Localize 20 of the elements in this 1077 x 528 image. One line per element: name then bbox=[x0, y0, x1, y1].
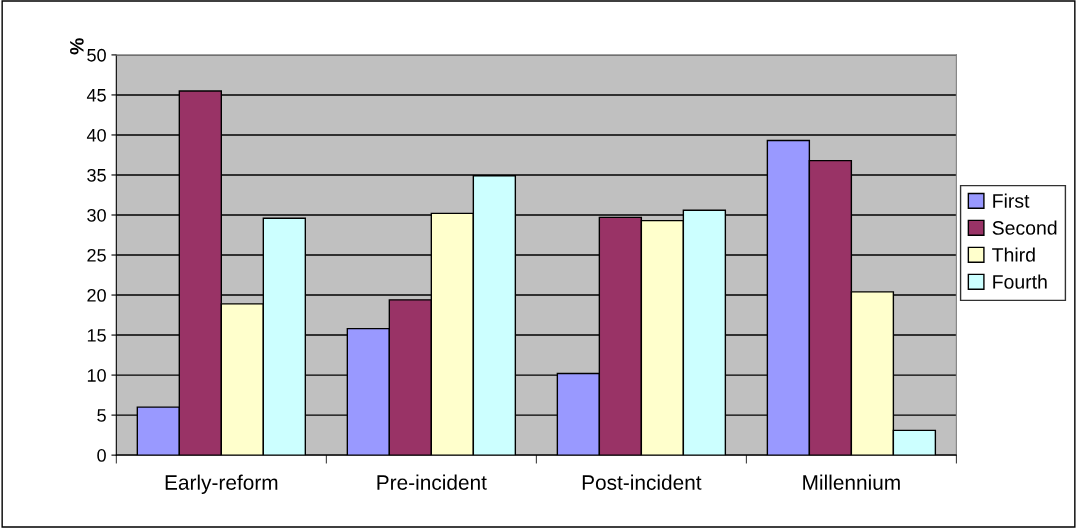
x-tick-label: Early-reform bbox=[165, 474, 278, 494]
x-tick-label: Millennium bbox=[803, 474, 900, 490]
y-tick-label: 15 bbox=[87, 329, 106, 342]
x-tick-label: Pre-incident bbox=[377, 474, 487, 490]
y-tick-label: 50 bbox=[87, 48, 106, 62]
legend-label: First bbox=[993, 193, 1030, 208]
x-tick-label: Post-incident bbox=[582, 474, 702, 490]
y-tick-label: 45 bbox=[86, 89, 106, 102]
y-tick-label: 20 bbox=[87, 288, 106, 302]
y-tick-label: 5 bbox=[97, 409, 106, 422]
y-tick-label: 10 bbox=[87, 369, 106, 382]
y-axis-title: % bbox=[70, 38, 84, 55]
legend-label: Third bbox=[992, 247, 1035, 262]
y-tick-label: 40 bbox=[86, 128, 106, 142]
y-tick-label: 0 bbox=[97, 449, 106, 462]
y-tick-label: 25 bbox=[87, 248, 106, 262]
legend-label: Fourth bbox=[993, 274, 1047, 289]
legend-label: Second bbox=[992, 220, 1057, 235]
y-tick-label: 30 bbox=[87, 208, 106, 222]
y-tick-label: 35 bbox=[87, 168, 106, 182]
